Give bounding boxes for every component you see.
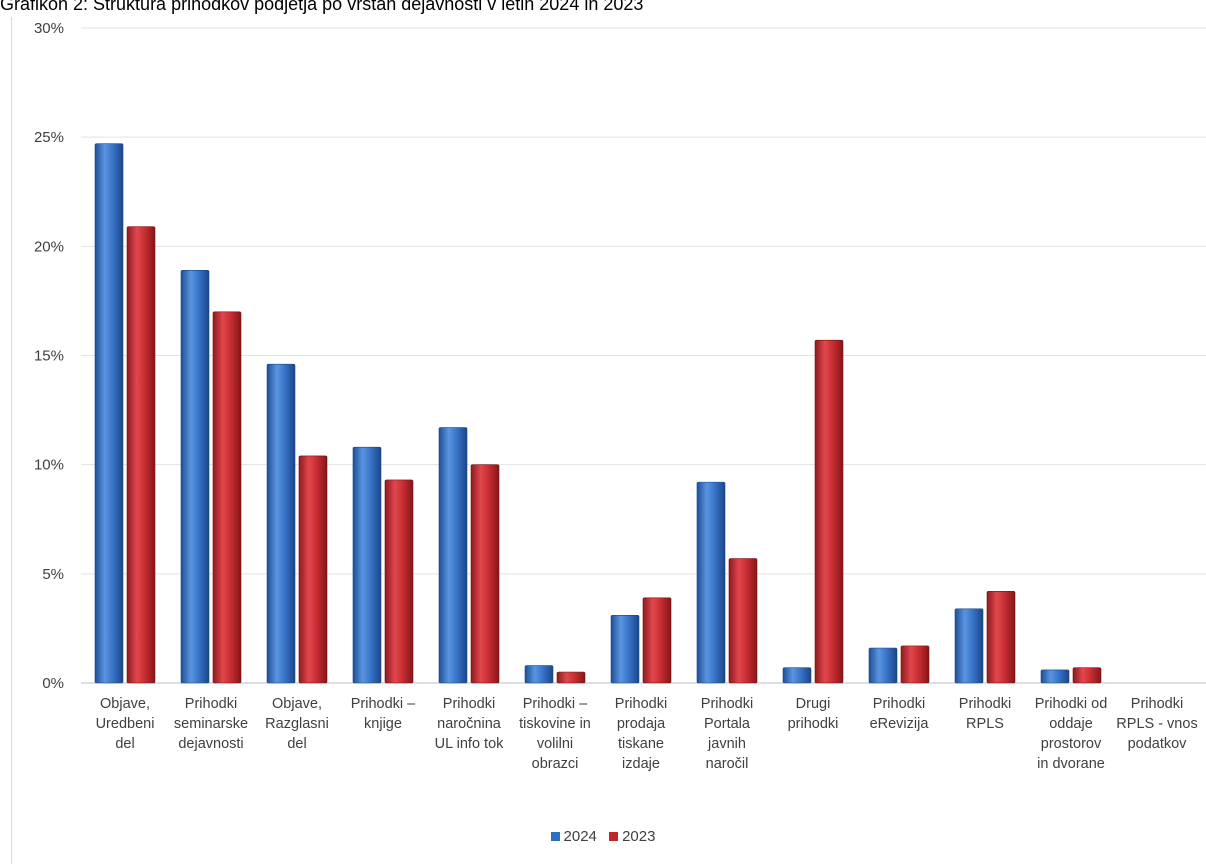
bar-2024-1: [180, 270, 210, 684]
bar-2023-2: [298, 455, 328, 684]
x-category-line: Prihodki: [1131, 696, 1183, 712]
x-category-line: Uredbeni: [96, 716, 155, 732]
x-category-line: del: [115, 736, 134, 752]
x-category-line: seminarske: [174, 716, 248, 732]
x-category-line: Prihodki: [615, 696, 667, 712]
bar-2023-3: [384, 479, 414, 684]
y-tick-label: 5%: [42, 566, 64, 583]
y-tick-label: 15%: [34, 348, 64, 365]
x-category-label: Prihodki naročnina UL info tok: [435, 696, 505, 752]
x-category-line: Prihodki: [873, 696, 925, 712]
bar-2024-8: [782, 667, 812, 684]
x-category-line: prostorov: [1041, 736, 1102, 752]
x-category-line: Objave,: [272, 696, 322, 712]
x-category-line: naročnina: [437, 716, 502, 732]
legend: 2024 2023: [0, 828, 1206, 845]
bar-2024-2: [266, 363, 296, 684]
bar-2023-11: [1072, 667, 1102, 684]
chart-title: Grafikon 2: Struktura prihodkov podjetja…: [0, 0, 644, 14]
x-category-line: volilni: [537, 736, 573, 752]
bar-2024-9: [868, 647, 898, 684]
legend-swatch-2024: [550, 832, 560, 841]
x-category-line: Prihodki: [701, 696, 753, 712]
bar-2023-1: [212, 311, 242, 684]
chart-frame: [11, 17, 1206, 864]
x-category-label: Objave, Uredbeni del: [96, 696, 155, 752]
y-tick-label: 20%: [34, 238, 64, 255]
bar-2023-4: [470, 464, 500, 684]
x-category-line: UL info tok: [435, 736, 505, 752]
y-tick-label: 30%: [34, 20, 64, 37]
bar-2023-9: [900, 645, 930, 684]
bar-2023-10: [986, 590, 1016, 684]
x-category-line: Objave,: [100, 696, 150, 712]
x-category-label: Prihodki – tiskovine in volilni obrazci: [519, 696, 591, 772]
x-category-label: Prihodki – knjige: [351, 696, 416, 732]
bar-2023-5: [556, 671, 586, 684]
legend-label-2023: 2023: [622, 828, 656, 845]
bar-2023-6: [642, 597, 672, 684]
x-category-line: Portala: [704, 716, 751, 732]
x-category-line: prihodki: [788, 716, 839, 732]
x-category-label: Prihodki od oddaje prostorov in dvorane: [1035, 696, 1108, 772]
y-axis: 0% 5% 10% 15% 20% 25% 30%: [34, 20, 64, 692]
legend-swatch-2023: [609, 832, 619, 841]
x-category-line: podatkov: [1128, 736, 1188, 752]
x-category-line: in dvorane: [1037, 756, 1105, 772]
x-category-line: Prihodki –: [523, 696, 588, 712]
x-category-line: prodaja: [617, 716, 666, 732]
bar-2024-6: [610, 615, 640, 684]
bar-2023-7: [728, 558, 758, 684]
x-category-line: knjige: [364, 716, 402, 732]
x-category-line: tiskane: [618, 736, 664, 752]
x-category-line: eRevizija: [870, 716, 930, 732]
y-tick-label: 10%: [34, 457, 64, 474]
x-category-line: tiskovine in: [519, 716, 591, 732]
x-category-line: RPLS: [966, 716, 1004, 732]
legend-label-2024: 2024: [563, 828, 597, 845]
grid-lines: [81, 27, 1206, 684]
bar-2024-7: [696, 481, 726, 684]
bar-2023-0: [126, 226, 156, 684]
x-category-label: Prihodki eRevizija: [870, 696, 930, 732]
x-category-line: Prihodki –: [351, 696, 416, 712]
x-category-line: Drugi: [796, 696, 831, 712]
x-category-label: Prihodki seminarske dejavnosti: [174, 696, 248, 752]
y-tick-label: 25%: [34, 129, 64, 146]
bar-2024-3: [352, 446, 382, 684]
x-category-line: izdaje: [622, 756, 660, 772]
x-category-line: Prihodki: [443, 696, 495, 712]
bar-2024-5: [524, 665, 554, 684]
x-category-line: dejavnosti: [178, 736, 243, 752]
x-category-label: Prihodki prodaja tiskane izdaje: [615, 696, 667, 772]
bar-2023-8: [814, 339, 844, 684]
x-category-label: Prihodki RPLS - vnos podatkov: [1116, 696, 1197, 752]
x-category-line: Razglasni: [265, 716, 329, 732]
legend-item-2023: 2023: [609, 828, 655, 845]
bar-2024-0: [94, 143, 124, 684]
x-category-line: RPLS - vnos: [1116, 716, 1197, 732]
x-category-label: Prihodki Portala javnih naročil: [701, 696, 753, 772]
x-axis: Objave, Uredbeni del Prihodki seminarske deja…: [96, 696, 1198, 772]
x-category-line: Prihodki: [185, 696, 237, 712]
bar-2024-11: [1040, 669, 1070, 684]
y-tick-label: 0%: [42, 675, 64, 692]
x-category-label: Drugi prihodki: [788, 696, 839, 732]
bars: [94, 143, 1102, 684]
x-category-line: del: [287, 736, 306, 752]
bar-2024-10: [954, 608, 984, 684]
legend-item-2024: 2024: [550, 828, 597, 845]
x-category-line: Prihodki: [959, 696, 1011, 712]
x-category-line: naročil: [706, 756, 749, 772]
x-category-label: Prihodki RPLS: [959, 696, 1011, 732]
x-category-line: obrazci: [532, 756, 579, 772]
x-category-line: oddaje: [1049, 716, 1093, 732]
bar-2024-4: [438, 427, 468, 684]
x-category-label: Objave, Razglasni del: [265, 696, 329, 752]
x-category-line: javnih: [707, 736, 746, 752]
x-category-line: Prihodki od: [1035, 696, 1108, 712]
